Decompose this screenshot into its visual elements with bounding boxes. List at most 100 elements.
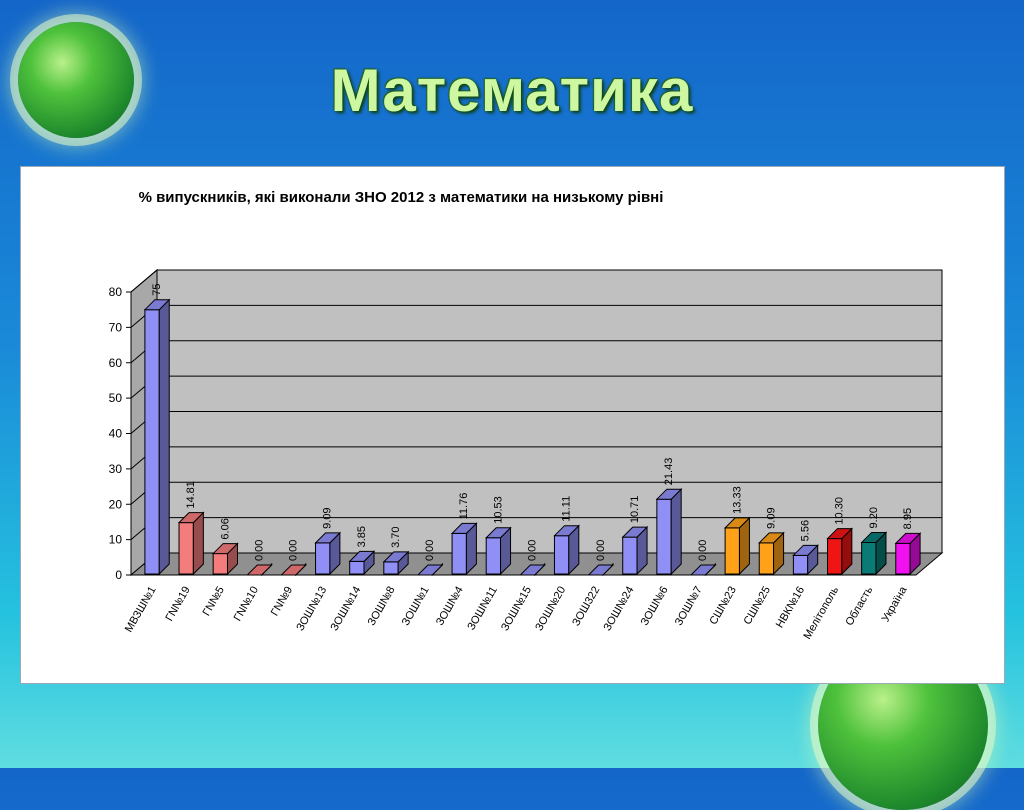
category-label: ЗОШ№15 xyxy=(499,585,534,634)
category-label: ЗОШ№11 xyxy=(465,585,500,633)
bar-top xyxy=(416,564,444,576)
y-tick-label: 30 xyxy=(109,462,123,476)
y-tick-label: 20 xyxy=(109,497,123,511)
bar xyxy=(724,527,740,575)
category-label: Область xyxy=(843,584,875,628)
category-label: ЗОШ№13 xyxy=(294,585,329,634)
bar-top xyxy=(553,525,581,537)
y-tick-label: 0 xyxy=(115,568,122,582)
category-label: ГN№19 xyxy=(163,585,192,624)
bar-side xyxy=(670,487,682,576)
category-label: ЗОШ№1 xyxy=(400,585,432,628)
bar xyxy=(895,542,911,575)
category-label: ЗОШ№7 xyxy=(673,585,705,628)
bar-top xyxy=(655,488,683,500)
data-label: 0.00 xyxy=(527,540,539,561)
category-label: ГN№9 xyxy=(269,585,295,619)
bar-top xyxy=(246,564,273,576)
data-label: 11.76 xyxy=(458,493,470,520)
category-label: Мелітополь xyxy=(801,584,841,641)
data-label: 0.00 xyxy=(424,540,436,561)
bar xyxy=(622,536,638,575)
bar-top xyxy=(689,564,717,576)
data-label: 0.00 xyxy=(288,540,300,561)
data-label: 11.11 xyxy=(561,496,573,522)
bar-top xyxy=(280,564,307,576)
category-label: ЗОШ№6 xyxy=(639,585,671,628)
bar xyxy=(758,542,775,575)
bar-top xyxy=(143,299,171,311)
gridline xyxy=(130,269,942,293)
data-label: 9.09 xyxy=(322,507,334,528)
data-label: 9.09 xyxy=(765,507,777,528)
bar-top xyxy=(758,532,785,544)
bar xyxy=(315,542,331,575)
globe-logo-icon xyxy=(18,22,134,138)
bar xyxy=(212,553,228,575)
bar-side xyxy=(158,298,170,576)
data-label: 0.00 xyxy=(697,540,709,561)
data-label: 14.81 xyxy=(185,481,197,509)
bar xyxy=(349,560,365,575)
bar xyxy=(792,554,809,575)
category-label: ЗОШ№4 xyxy=(434,585,466,628)
data-label: 9.20 xyxy=(868,507,880,528)
bar-top xyxy=(382,551,410,563)
data-label: 21.43 xyxy=(663,458,675,486)
category-label: НВК№16 xyxy=(774,585,807,631)
bar-top xyxy=(621,526,649,538)
category-label: Україна xyxy=(880,584,910,624)
bar-top xyxy=(792,544,819,556)
y-tick-label: 40 xyxy=(109,427,123,441)
category-label: ЗОШ№8 xyxy=(366,585,398,628)
data-label: 0.00 xyxy=(595,540,607,561)
category-label: СШ№23 xyxy=(707,585,738,627)
chart-container: % випускників, які виконали ЗНО 2012 з м… xyxy=(20,166,1005,684)
bar xyxy=(144,309,160,575)
bar-top xyxy=(450,522,478,534)
y-tick-label: 60 xyxy=(109,356,123,370)
category-label: ГN№10 xyxy=(232,585,261,624)
bar xyxy=(178,522,194,575)
category-label: ГN№5 xyxy=(201,585,227,619)
bar-top xyxy=(894,532,922,544)
data-label: 0.00 xyxy=(253,540,265,561)
bar-top xyxy=(484,527,512,539)
y-tick-label: 10 xyxy=(109,533,123,547)
bar xyxy=(827,538,843,575)
category-label: МВЗШ№1 xyxy=(123,585,159,635)
bar-top xyxy=(860,531,888,543)
bar-side xyxy=(192,511,204,576)
data-label: 13.33 xyxy=(731,486,743,514)
data-label: 3.85 xyxy=(356,526,368,547)
data-label: 10.30 xyxy=(834,497,846,525)
category-label: ЗОШ№14 xyxy=(328,585,363,634)
bar-top xyxy=(519,564,546,576)
bar xyxy=(451,532,467,575)
bar xyxy=(485,537,502,575)
data-label: 3.70 xyxy=(390,526,402,547)
bar-top xyxy=(587,564,615,576)
y-tick-label: 80 xyxy=(109,285,123,299)
data-label: 5.56 xyxy=(800,520,812,541)
bar xyxy=(383,561,399,575)
bar-top xyxy=(177,512,205,524)
data-label: 8.95 xyxy=(902,508,914,529)
bar-top xyxy=(723,517,751,529)
category-label: ЗОШ322 xyxy=(570,585,602,629)
bar-top xyxy=(314,532,342,544)
data-label: 10.71 xyxy=(629,496,641,524)
bar-top xyxy=(348,550,376,562)
bar-top xyxy=(211,543,239,555)
data-label: 6.06 xyxy=(219,518,231,539)
bar xyxy=(861,541,877,575)
data-label: 10.53 xyxy=(492,496,504,524)
y-tick-label: 50 xyxy=(109,391,123,405)
bar-top xyxy=(826,528,854,540)
chart-title: % випускників, які виконали ЗНО 2012 з м… xyxy=(138,189,664,206)
bar-chart: 0 10 20 30 40 50 60 70 80 75 МВЗШ№1 14.81 ГN№19 6.06 Г… xyxy=(109,268,944,642)
category-label: ЗОШ№20 xyxy=(533,585,568,634)
category-label: СШ№25 xyxy=(742,585,773,627)
data-label: 75 xyxy=(151,283,163,295)
bar xyxy=(553,535,570,575)
